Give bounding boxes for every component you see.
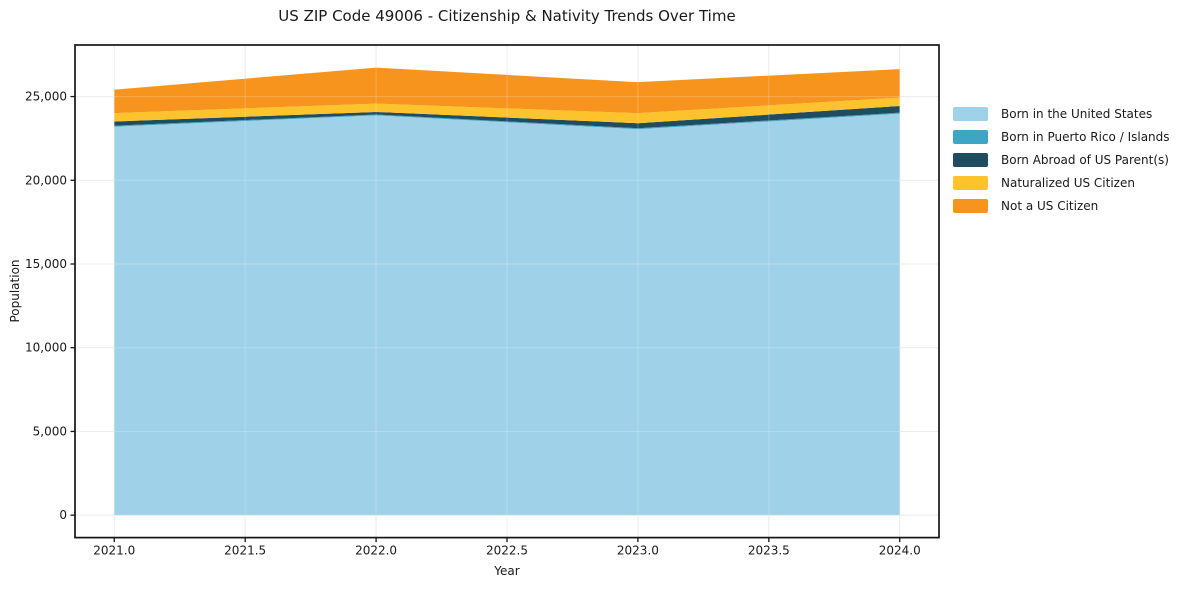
x-tick-label: 2023.5: [748, 543, 790, 557]
area-born-abroad-of-us-parent-s: [114, 105, 900, 129]
legend: Born in the United States Born in Puerto …: [953, 106, 1170, 213]
area-born-in-puerto-rico-islands: [114, 112, 900, 130]
legend-label: Born Abroad of US Parent(s): [1001, 152, 1169, 167]
x-tick-label: 2022.0: [355, 543, 397, 557]
y-tick-label: 20,000: [25, 173, 67, 187]
legend-label: Born in Puerto Rico / Islands: [1001, 129, 1170, 144]
x-tick-label: 2021.5: [224, 543, 266, 557]
legend-swatch-naturalized-us-citizen: [953, 175, 988, 190]
legend-label: Not a US Citizen: [1001, 198, 1099, 213]
x-axis-label: Year: [494, 564, 520, 578]
y-tick-label: 25,000: [25, 90, 67, 104]
y-tick-label: 0: [59, 508, 67, 522]
y-axis-label: Population: [8, 259, 22, 323]
y-tick-label: 15,000: [25, 257, 67, 271]
legend-swatch-born-in-the-united-states: [953, 106, 988, 121]
area-born-in-the-united-states: [114, 113, 900, 516]
area-naturalized-us-citizen: [114, 97, 900, 124]
legend-item-not-a-us-citizen: Not a US Citizen: [953, 198, 1170, 213]
legend-swatch-born-abroad-of-us-parent-s: [953, 152, 988, 167]
x-tick-label: 2021.0: [93, 543, 135, 557]
area-not-a-us-citizen: [114, 67, 900, 114]
legend-item-born-in-the-united-states: Born in the United States: [953, 106, 1170, 121]
legend-item-born-abroad-of-us-parent-s: Born Abroad of US Parent(s): [953, 152, 1170, 167]
legend-swatch-not-a-us-citizen: [953, 198, 988, 213]
legend-item-born-in-puerto-rico-islands: Born in Puerto Rico / Islands: [953, 129, 1170, 144]
x-tick-label: 2023.0: [617, 543, 659, 557]
x-tick-label: 2022.5: [486, 543, 528, 557]
legend-item-naturalized-us-citizen: Naturalized US Citizen: [953, 175, 1170, 190]
legend-label: Naturalized US Citizen: [1001, 175, 1135, 190]
legend-label: Born in the United States: [1001, 106, 1153, 121]
chart-title: US ZIP Code 49006 - Citizenship & Nativi…: [278, 7, 736, 25]
y-tick-label: 5,000: [33, 424, 67, 438]
x-tick-label: 2024.0: [879, 543, 921, 557]
legend-swatch-born-in-puerto-rico-islands: [953, 129, 988, 144]
y-tick-label: 10,000: [25, 341, 67, 355]
